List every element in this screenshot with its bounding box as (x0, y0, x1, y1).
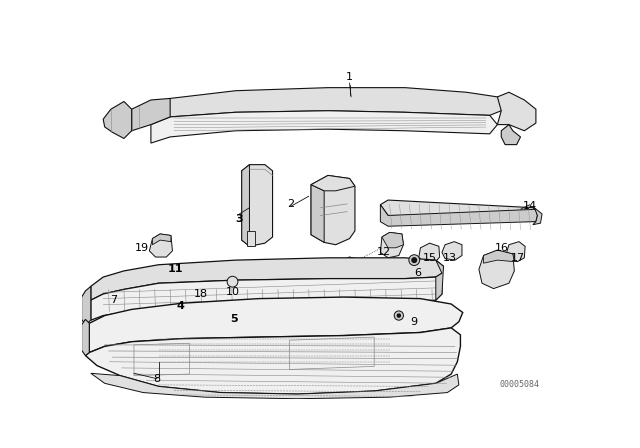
Polygon shape (242, 165, 250, 246)
Polygon shape (273, 262, 300, 286)
Polygon shape (484, 250, 515, 263)
Polygon shape (311, 176, 355, 191)
Text: 11: 11 (168, 264, 183, 274)
Polygon shape (380, 205, 538, 226)
Circle shape (409, 255, 420, 266)
Polygon shape (103, 102, 132, 138)
Text: 6: 6 (415, 268, 422, 278)
Text: 2: 2 (287, 199, 294, 209)
Polygon shape (501, 125, 520, 145)
Polygon shape (479, 250, 515, 289)
Circle shape (397, 314, 401, 317)
Text: 12: 12 (377, 247, 391, 258)
Polygon shape (340, 257, 360, 268)
Polygon shape (311, 176, 355, 245)
Circle shape (394, 311, 403, 320)
Text: 10: 10 (225, 288, 239, 297)
Text: 17: 17 (510, 253, 525, 263)
Polygon shape (311, 185, 324, 242)
Text: 14: 14 (523, 201, 537, 211)
Polygon shape (91, 258, 444, 300)
Polygon shape (497, 92, 536, 131)
Text: 9: 9 (411, 317, 418, 327)
Polygon shape (124, 271, 148, 291)
Circle shape (227, 276, 238, 287)
Polygon shape (247, 231, 255, 246)
Polygon shape (126, 271, 147, 281)
Polygon shape (380, 233, 403, 258)
Polygon shape (382, 233, 403, 248)
Polygon shape (124, 99, 170, 131)
Polygon shape (152, 234, 171, 245)
Polygon shape (90, 297, 463, 353)
Polygon shape (81, 319, 90, 356)
Polygon shape (151, 111, 497, 143)
Polygon shape (242, 165, 273, 246)
Polygon shape (336, 257, 363, 285)
Polygon shape (86, 328, 460, 394)
Text: 7: 7 (110, 295, 118, 305)
Polygon shape (81, 286, 91, 325)
Text: 1: 1 (346, 72, 353, 82)
Polygon shape (533, 208, 542, 225)
Polygon shape (149, 234, 172, 257)
Text: 4: 4 (176, 302, 184, 311)
Polygon shape (442, 241, 462, 260)
Text: 16: 16 (495, 243, 509, 253)
Text: 00005084: 00005084 (500, 380, 540, 389)
Polygon shape (196, 266, 216, 285)
Polygon shape (91, 277, 442, 320)
Text: 5: 5 (230, 314, 238, 324)
Polygon shape (151, 88, 509, 125)
Circle shape (412, 258, 417, 263)
Text: 15: 15 (422, 253, 436, 263)
Text: 19: 19 (134, 243, 148, 253)
Text: 3: 3 (236, 214, 243, 224)
Text: 13: 13 (443, 253, 457, 263)
Text: 18: 18 (194, 289, 208, 299)
Polygon shape (507, 241, 525, 262)
Polygon shape (91, 373, 459, 399)
Polygon shape (419, 243, 440, 263)
Polygon shape (380, 200, 538, 222)
Polygon shape (436, 260, 444, 300)
Text: 8: 8 (154, 374, 161, 383)
